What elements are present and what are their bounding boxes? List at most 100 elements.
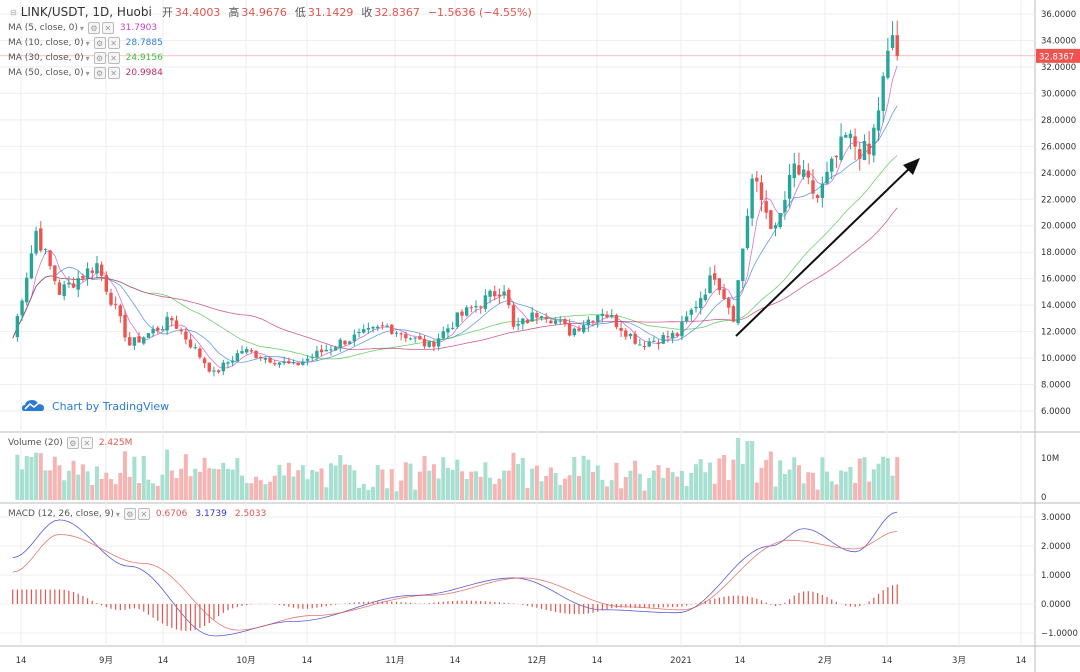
candle-body	[516, 324, 520, 326]
volume-bar	[127, 476, 132, 500]
symbol-header: ⊟ LINK/USDT, 1D, Huobi 开 34.4003 高 34.96…	[8, 4, 532, 20]
close-icon[interactable]: ✕	[137, 508, 150, 520]
candle-body	[844, 135, 848, 138]
volume-bar	[609, 480, 614, 500]
chevron-down-icon[interactable]: ▾	[85, 38, 90, 48]
candle-body	[418, 336, 422, 340]
settings-icon[interactable]: ⚙	[93, 37, 106, 49]
volume-bar	[712, 483, 717, 500]
volume-bar	[137, 483, 142, 500]
volume-bar	[693, 464, 698, 500]
volume-bar	[151, 483, 156, 500]
close-icon[interactable]: ✕	[107, 67, 120, 79]
volume-bar	[530, 468, 535, 500]
close-icon[interactable]: ✕	[107, 37, 120, 49]
candle-body	[535, 313, 539, 318]
candle-body	[324, 349, 328, 352]
volume-bar	[165, 449, 170, 500]
volume-bar	[661, 477, 666, 500]
chevron-down-icon[interactable]: ▾	[85, 53, 90, 63]
legend-ma10[interactable]: MA (10, close, 0) ▾ ⚙ ✕ 28.7885	[8, 36, 163, 50]
volume-bar	[881, 456, 886, 500]
high-value: 34.9676	[241, 5, 287, 19]
candle-body	[441, 331, 445, 339]
candle-body	[151, 328, 155, 334]
legend-ma30[interactable]: MA (30, close, 0) ▾ ⚙ ✕ 24.9156	[8, 51, 163, 65]
volume-bar	[539, 481, 544, 500]
candle-body	[666, 336, 670, 338]
price-tick-label: 14.0000	[1041, 301, 1076, 311]
collapse-icon[interactable]: ⊟	[10, 7, 17, 17]
candle-body	[502, 291, 506, 296]
settings-icon[interactable]: ⚙	[93, 52, 106, 64]
volume-bar	[726, 480, 731, 500]
candle-body	[497, 294, 502, 297]
settings-icon[interactable]: ⚙	[66, 437, 79, 449]
volume-bar	[670, 472, 675, 500]
settings-icon[interactable]: ⚙	[123, 508, 136, 520]
candle-body	[872, 127, 876, 156]
legend-volume[interactable]: Volume (20) ⚙ ✕ 2.425M	[8, 436, 132, 450]
volume-bar	[464, 479, 469, 500]
candle-body	[652, 340, 656, 342]
chevron-down-icon[interactable]: ▾	[115, 509, 120, 519]
symbol-label[interactable]: LINK/USDT, 1D, Huobi	[20, 5, 152, 19]
price-tick-label: 8.0000	[1041, 381, 1071, 391]
tradingview-branding[interactable]: Chart by TradingView	[22, 399, 169, 413]
volume-bar	[572, 457, 577, 500]
volume-bar	[286, 462, 291, 500]
candle-body	[254, 350, 258, 358]
legend-ma50[interactable]: MA (50, close, 0) ▾ ⚙ ✕ 20.9984	[8, 66, 163, 80]
settings-icon[interactable]: ⚙	[87, 22, 100, 34]
chevron-down-icon[interactable]: ▾	[85, 68, 90, 78]
candle-body	[544, 317, 548, 320]
time-axis[interactable]: 14 9月 14 10月 14 11月 14 12月 14 2021 14 2月 14 3月 14	[16, 656, 1027, 666]
volume-bar	[445, 467, 450, 500]
volume-bar	[104, 472, 109, 500]
price-tick-label: 28.0000	[1041, 116, 1076, 126]
settings-icon[interactable]: ⚙	[93, 67, 106, 79]
legend-macd[interactable]: MACD (12, 26, close, 9) ▾ ⚙ ✕ 0.6706 3.173…	[8, 507, 266, 521]
low-label: 低	[294, 6, 306, 19]
close-icon[interactable]: ✕	[101, 22, 114, 34]
chevron-down-icon[interactable]: ▾	[79, 23, 84, 33]
candle-body	[886, 50, 890, 78]
price-tick-label: 16.0000	[1041, 275, 1076, 285]
candle-body	[216, 370, 221, 373]
volume-bar	[99, 478, 104, 500]
volume-bar	[810, 472, 815, 500]
close-icon[interactable]: ✕	[107, 52, 120, 64]
close-icon[interactable]: ✕	[80, 437, 93, 449]
candle-body	[867, 143, 871, 155]
candle-body	[675, 333, 679, 337]
candle-body	[581, 325, 586, 333]
candle-body	[764, 201, 768, 213]
volume-bar	[361, 483, 366, 500]
trend-arrow[interactable]	[735, 163, 915, 337]
volume-bar	[455, 459, 460, 500]
candle-body	[558, 320, 562, 322]
candle-body	[287, 360, 291, 364]
volume-bar	[679, 470, 684, 500]
candle-body	[362, 329, 366, 333]
candle-body	[858, 149, 862, 159]
candle-body	[207, 362, 211, 372]
candle-body	[521, 318, 525, 325]
candle-body	[390, 324, 394, 334]
branding-text: Chart by TradingView	[52, 399, 170, 413]
candle-body	[586, 319, 591, 326]
volume-bar	[24, 456, 29, 500]
macd-line	[12, 511, 898, 637]
volume-bar	[380, 469, 385, 500]
volume-bar	[853, 483, 858, 500]
candle-body	[450, 327, 455, 329]
volume-bar	[118, 472, 123, 500]
volume-bar	[141, 455, 146, 500]
candle-body	[605, 314, 609, 318]
candle-body	[48, 250, 52, 267]
volume-bar	[29, 457, 34, 500]
price-axis[interactable]: 36.0000 34.0000 32.0000 30.0000 28.0000 26.00…	[1041, 10, 1078, 639]
legend-ma5[interactable]: MA (5, close, 0) ▾ ⚙ ✕ 31.7903	[8, 21, 157, 35]
